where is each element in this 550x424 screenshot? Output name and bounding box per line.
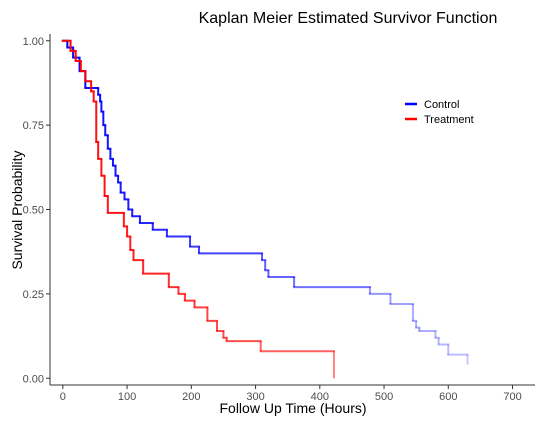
x-tick-label: 200 [182, 391, 200, 403]
y-tick-label: 1.00 [23, 36, 44, 48]
y-tick-label: 0.75 [23, 120, 44, 132]
y-axis-title: Survival Probability [9, 150, 25, 269]
legend-label-control: Control [424, 99, 459, 111]
chart-title: Kaplan Meier Estimated Survivor Function [199, 10, 498, 27]
legend-label-treatment: Treatment [424, 114, 474, 126]
x-axis-title: Follow Up Time (Hours) [219, 400, 366, 416]
series-group [61, 39, 469, 379]
x-tick-label: 500 [375, 391, 393, 403]
y-tick-label: 0.25 [23, 289, 44, 301]
y-tick-label: 0.50 [23, 205, 44, 217]
x-ticks: 0 100 200 300 400 500 600 700 [60, 385, 522, 403]
y-tick-label: 0.00 [23, 373, 44, 385]
series-treatment [61, 39, 335, 379]
x-tick-label: 600 [439, 391, 457, 403]
x-tick-label: 700 [503, 391, 521, 403]
x-tick-label: 100 [118, 391, 136, 403]
legend: Control Treatment [405, 99, 474, 126]
y-ticks: 0.00 0.25 0.50 0.75 1.00 [23, 36, 50, 385]
x-tick-label: 400 [311, 391, 329, 403]
x-tick-label: 0 [60, 391, 66, 403]
series-control [61, 39, 469, 365]
x-tick-label: 300 [246, 391, 264, 403]
